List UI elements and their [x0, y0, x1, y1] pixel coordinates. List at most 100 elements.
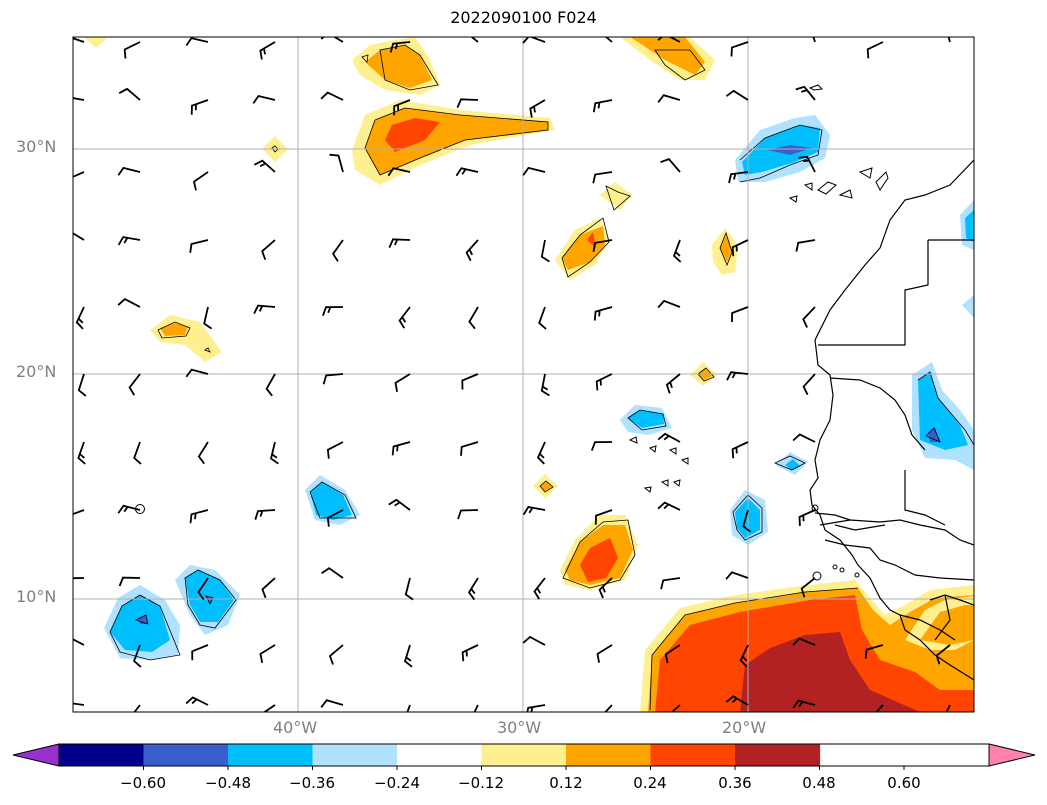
map-frame	[72, 36, 975, 713]
wind-barb	[252, 94, 276, 104]
colorbar-cell	[143, 744, 229, 766]
wind-barb	[792, 433, 816, 443]
wind-barb	[660, 577, 681, 590]
wind-barb	[406, 704, 411, 712]
wind-barb	[261, 577, 276, 599]
wind-barb	[123, 41, 141, 59]
lon-label-40w: 40°W	[273, 718, 318, 737]
colorbar-tick-label: −0.48	[205, 774, 251, 792]
wind-barb	[388, 238, 411, 248]
lat-label-30n: 30°N	[16, 137, 57, 156]
wind-barb	[725, 695, 749, 706]
wind-barb	[935, 644, 951, 665]
wind-barb	[457, 509, 479, 520]
wind-barb	[460, 441, 479, 456]
wind-barb	[320, 699, 344, 708]
wind-barb	[388, 498, 411, 511]
colorbar-tick-label: 0.36	[718, 774, 752, 792]
wind-barbs	[73, 37, 951, 712]
wind-barb	[598, 577, 613, 599]
wind-barb	[800, 577, 816, 598]
wind-barb	[253, 304, 276, 315]
wind-barb	[77, 441, 86, 465]
wind-barb	[802, 373, 816, 396]
colorbar-cell	[650, 744, 736, 766]
wind-barb	[398, 306, 411, 329]
coastline	[809, 159, 974, 681]
colorbar-tick-marks	[143, 766, 905, 770]
plot-title: 2022090100 F024	[450, 8, 597, 27]
wind-barb	[332, 239, 344, 262]
wind-barb	[265, 373, 276, 397]
wind-barb	[117, 504, 141, 514]
wind-barb	[522, 166, 546, 176]
wind-barb	[321, 567, 344, 579]
wind-barb	[866, 41, 884, 59]
wind-barb	[328, 644, 344, 665]
wind-barb	[118, 87, 141, 101]
wind-barb	[795, 85, 816, 101]
wind-barb	[875, 704, 884, 712]
colorbar	[12, 743, 1036, 770]
wind-barb	[394, 373, 411, 392]
colorbar-tick-label: −0.24	[374, 774, 420, 792]
wind-barb	[117, 236, 141, 246]
wind-barb	[389, 41, 411, 53]
colorbar-tick-label: 0.60	[887, 774, 921, 792]
wind-barb	[133, 441, 142, 465]
contour-lines	[109, 44, 974, 711]
wind-barb	[259, 41, 276, 60]
wind-barb	[540, 373, 550, 397]
wind-barb	[73, 702, 85, 706]
wind-barb	[197, 577, 209, 601]
wind-barb	[592, 171, 613, 184]
wind-barb	[657, 299, 681, 309]
wind-barb	[467, 577, 479, 601]
wind-barb	[664, 644, 681, 664]
wind-barb	[322, 306, 344, 317]
wind-barb	[269, 441, 279, 465]
wind-barb	[73, 638, 85, 646]
wind-barb	[465, 239, 479, 262]
lon-label-20w: 20°W	[722, 718, 767, 737]
wind-barb	[728, 171, 749, 184]
wind-barb	[522, 37, 546, 44]
wind-barb	[592, 239, 613, 252]
wind-barb	[404, 577, 414, 601]
colorbar-cell	[59, 744, 145, 766]
colorbar-extend-low	[12, 743, 60, 767]
wind-barb	[118, 576, 141, 587]
wind-barb	[197, 441, 209, 465]
colorbar-cells	[59, 744, 821, 766]
wind-barb	[731, 239, 749, 257]
wind-barb	[387, 167, 411, 177]
wind-barb	[665, 373, 681, 394]
colorbar-cell	[397, 744, 483, 766]
wind-barb	[261, 239, 276, 261]
wind-barb	[456, 98, 479, 108]
wind-barb	[133, 644, 142, 668]
wind-barb	[320, 91, 344, 101]
colorbar-tick-label: −0.36	[289, 774, 335, 792]
wind-barb	[326, 441, 344, 459]
wind-barb	[540, 239, 550, 263]
wind-barb	[792, 637, 816, 646]
wind-barb	[798, 155, 816, 173]
colorbar-extend-high	[988, 743, 1036, 767]
wind-barb	[657, 94, 681, 103]
wind-barb	[725, 571, 749, 580]
wind-barb	[468, 306, 479, 330]
wind-barb	[192, 171, 209, 191]
wind-barb	[75, 306, 85, 330]
wind-barb	[391, 441, 411, 456]
wind-barb	[595, 373, 613, 391]
wind-barb	[393, 99, 411, 116]
wind-barb	[660, 158, 681, 173]
colorbar-cell	[566, 744, 652, 766]
map-canvas	[73, 37, 974, 712]
cold-anomaly	[104, 115, 974, 660]
wind-barb	[657, 432, 681, 443]
wind-barb	[473, 704, 479, 712]
wind-barb	[657, 37, 681, 43]
